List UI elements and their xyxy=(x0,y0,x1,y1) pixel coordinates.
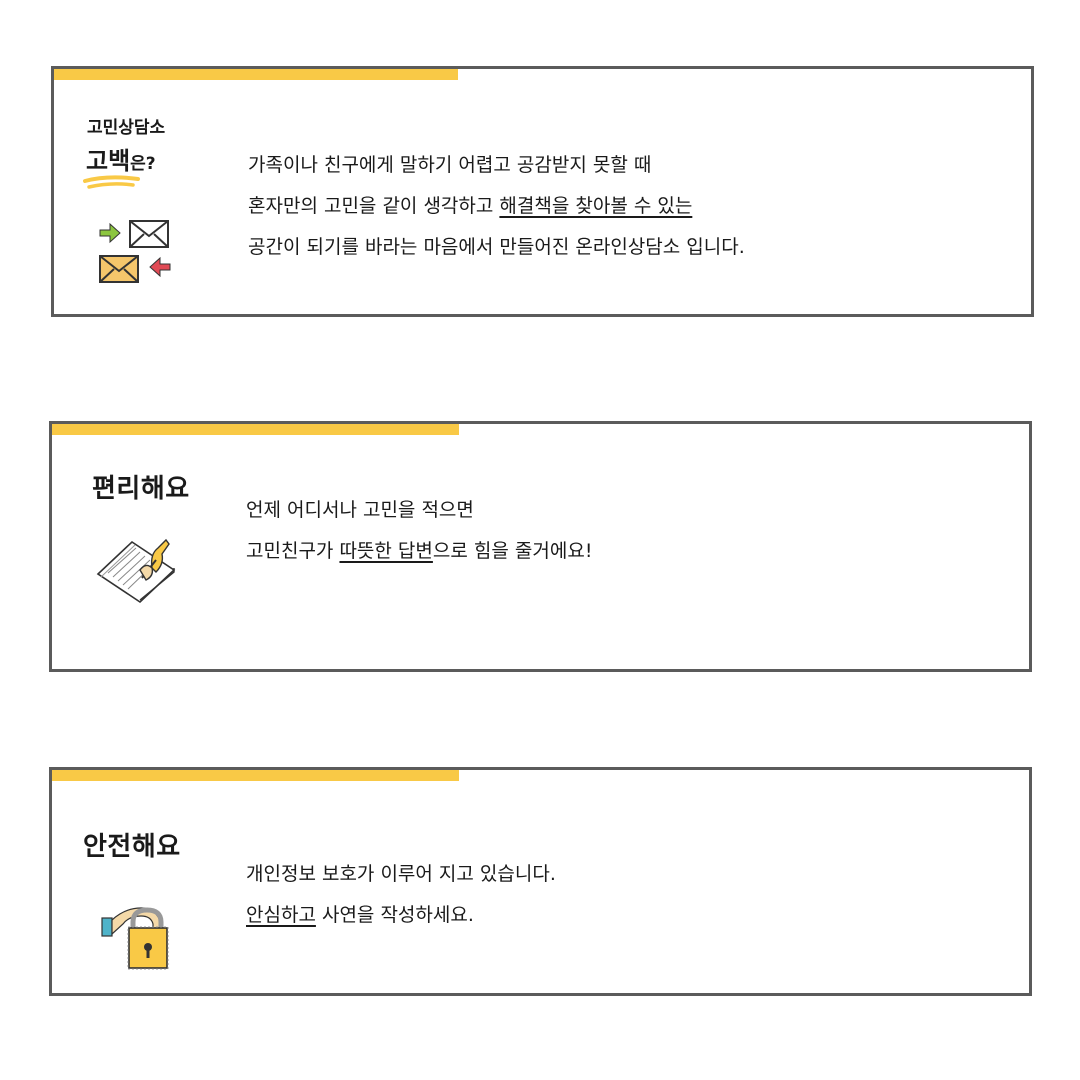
intro-line-2: 혼자만의 고민을 같이 생각하고 해결책을 찾아볼 수 있는 xyxy=(248,186,745,227)
convenient-line-2-underlined: 따뜻한 답변 xyxy=(339,540,433,562)
intro-line-3: 공간이 되기를 바라는 마음에서 만들어진 온라인상담소 입니다. xyxy=(248,236,745,258)
intro-title-big: 고백 xyxy=(86,147,131,175)
convenient-line-2-pre: 고민친구가 xyxy=(246,540,340,562)
intro-line-2-underlined: 해결책을 찾아볼 수 있는 xyxy=(499,195,693,217)
safe-line-2-post: 사연을 작성하세요. xyxy=(315,904,474,926)
intro-title-suffix: 은? xyxy=(130,154,156,174)
intro-title-small: 고민상담소 xyxy=(87,118,166,138)
safe-heading: 안전해요 xyxy=(83,832,181,862)
convenient-line-2: 고민친구가 따뜻한 답변으로 힘을 줄거에요! xyxy=(246,531,592,572)
safe-line-2: 안심하고 사연을 작성하세요. xyxy=(246,895,556,936)
safe-line-1: 개인정보 보호가 이루어 지고 있습니다. xyxy=(246,863,556,885)
accent-bar xyxy=(52,424,459,435)
highlight-swoosh-icon xyxy=(83,175,140,189)
convenient-card: 편리해요 언제 어디서나 고민을 적으면 고민친구가 따뜻한 답변으로 힘을 줄… xyxy=(49,421,1032,672)
convenient-line-1: 언제 어디서나 고민을 적으면 xyxy=(246,499,474,521)
safe-line-2-underlined: 안심하고 xyxy=(246,904,316,926)
writing-hand-icon xyxy=(96,538,176,604)
accent-bar xyxy=(54,69,458,80)
intro-line-1: 가족이나 친구에게 말하기 어렵고 공감받지 못할 때 xyxy=(248,154,652,176)
convenient-heading: 편리해요 xyxy=(92,474,190,504)
safe-card: 안전해요 개인정보 보호가 이루어 지고 있습니다. 안심하고 사연을 작성하세… xyxy=(49,767,1032,996)
accent-bar xyxy=(52,770,459,781)
intro-text: 가족이나 친구에게 말하기 어렵고 공감받지 못할 때 혼자만의 고민을 같이 … xyxy=(248,145,745,268)
mail-exchange-icon xyxy=(99,220,171,283)
intro-card: 고민상담소 고백은? 가족이나 친구에게 말하기 어렵고 공감받지 못할 때 혼… xyxy=(51,66,1034,317)
intro-line-2-text: 혼자만의 고민을 같이 생각하고 xyxy=(248,195,500,217)
intro-title: 고백은? xyxy=(86,141,156,176)
safe-text: 개인정보 보호가 이루어 지고 있습니다. 안심하고 사연을 작성하세요. xyxy=(246,854,556,936)
padlock-hand-icon xyxy=(101,907,169,970)
convenient-line-2-post: 으로 힘을 줄거에요! xyxy=(432,540,593,562)
convenient-text: 언제 어디서나 고민을 적으면 고민친구가 따뜻한 답변으로 힘을 줄거에요! xyxy=(246,490,592,572)
